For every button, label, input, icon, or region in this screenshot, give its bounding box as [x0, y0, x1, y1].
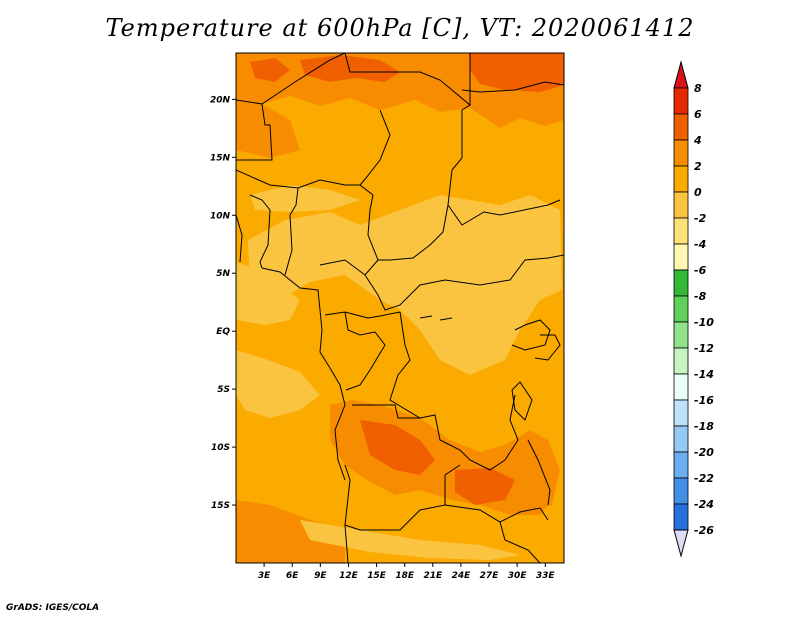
colorbar-label: 6: [694, 108, 702, 121]
lat-tick-label: 20N: [210, 95, 231, 105]
warm-region-northwest: [236, 100, 300, 158]
coastline: [236, 214, 346, 481]
lat-tick-label: 15S: [211, 501, 230, 511]
colorbar-swatch: [673, 425, 689, 453]
hot-patch-zambia: [455, 468, 515, 505]
lon-tick-label: 6E: [286, 571, 299, 581]
colorbar-swatch: [673, 113, 689, 141]
lon-tick-label: 30E: [508, 571, 528, 581]
hot-patch-angola: [360, 420, 435, 475]
lat-tick-label: 5S: [217, 385, 230, 395]
chart-title: Temperature at 600hPa [C], VT: 202006141…: [105, 14, 695, 42]
map-frame: [235, 52, 565, 564]
colorbar-label: -6: [694, 264, 707, 277]
colorbar: 8 6 4 2 0 -2 -4 -6 -8 -10 -12 -14 -16 -18 -20 -22 -24 -26: [673, 60, 714, 558]
colorbar-swatch: [673, 139, 689, 167]
hot-patch-north-tip: [250, 58, 290, 82]
colorbar-label: 8: [694, 82, 702, 95]
cool-region-west-coast: [236, 262, 300, 325]
colorbar-label: -4: [694, 238, 706, 251]
colorbar-label: 0: [694, 186, 702, 199]
colorbar-label: -24: [694, 498, 714, 511]
lon-tick-label: 15E: [367, 571, 387, 581]
colorbar-label: -12: [694, 342, 714, 355]
warm-region-east-lake: [505, 430, 560, 510]
colorbar-label: -16: [694, 394, 714, 407]
colorbar-swatch: [673, 217, 689, 245]
colorbar-swatch: [673, 477, 689, 505]
colorbar-label: -10: [694, 316, 714, 329]
lat-tick-label: 5N: [216, 269, 230, 279]
colorbar-bottom-arrow: [673, 529, 689, 558]
colorbar-label: -8: [694, 290, 707, 303]
colorbar-swatch: [673, 87, 689, 115]
lon-tick-label: 33E: [536, 571, 556, 581]
lon-tick-label: 27E: [480, 571, 500, 581]
lat-tick-label: 15N: [210, 153, 231, 163]
colorbar-label: -14: [694, 368, 714, 381]
lat-tick-label: 10N: [210, 211, 231, 221]
cool-region-south-band: [300, 520, 520, 560]
colorbar-label: -22: [694, 472, 714, 485]
colorbar-label: 2: [694, 160, 702, 173]
lon-tick-label: 21E: [423, 571, 443, 581]
colorbar-label: -26: [694, 524, 714, 537]
colorbar-swatch: [673, 451, 689, 479]
lon-tick-label: 24E: [452, 571, 472, 581]
colorbar-swatch: [673, 503, 689, 531]
colorbar-label: 4: [693, 134, 702, 147]
lat-tick-label: EQ: [216, 327, 230, 337]
country-borders: [236, 53, 564, 563]
colorbar-swatch: [673, 269, 689, 297]
colorbar-top-arrow: [673, 60, 689, 89]
colorbar-label: -2: [694, 212, 707, 225]
hot-patch-northeast: [470, 53, 564, 92]
colorbar-swatch: [673, 165, 689, 193]
warm-region-southwest: [236, 500, 345, 563]
colorbar-swatch: [673, 347, 689, 375]
lon-tick-label: 9E: [314, 571, 327, 581]
colorbar-swatch: [673, 321, 689, 349]
hot-patch-north-center: [300, 55, 400, 82]
colorbar-swatch: [673, 295, 689, 323]
colorbar-label: -20: [694, 446, 714, 459]
grads-credit: GrADS: IGES/COLA: [6, 603, 100, 613]
cool-region-central: [248, 195, 562, 375]
colorbar-swatch: [673, 373, 689, 401]
latitude-axis: 20N 15N 10N 5N EQ 5S 10S 15S: [210, 95, 236, 511]
colorbar-label: -18: [694, 420, 714, 433]
lat-tick-label: 10S: [211, 443, 230, 453]
cool-region-lower-west: [236, 350, 320, 418]
colorbar-swatch: [673, 191, 689, 219]
temperature-map: [236, 53, 564, 563]
colorbar-swatch: [673, 399, 689, 427]
longitude-axis: 3E 6E 9E 12E 15E 18E 21E 24E 27E 30E 33E: [258, 563, 556, 581]
cool-region-sahel: [250, 185, 360, 212]
lon-tick-label: 12E: [339, 571, 359, 581]
lon-tick-label: 18E: [395, 571, 415, 581]
lon-tick-label: 3E: [258, 571, 271, 581]
colorbar-swatch: [673, 243, 689, 271]
